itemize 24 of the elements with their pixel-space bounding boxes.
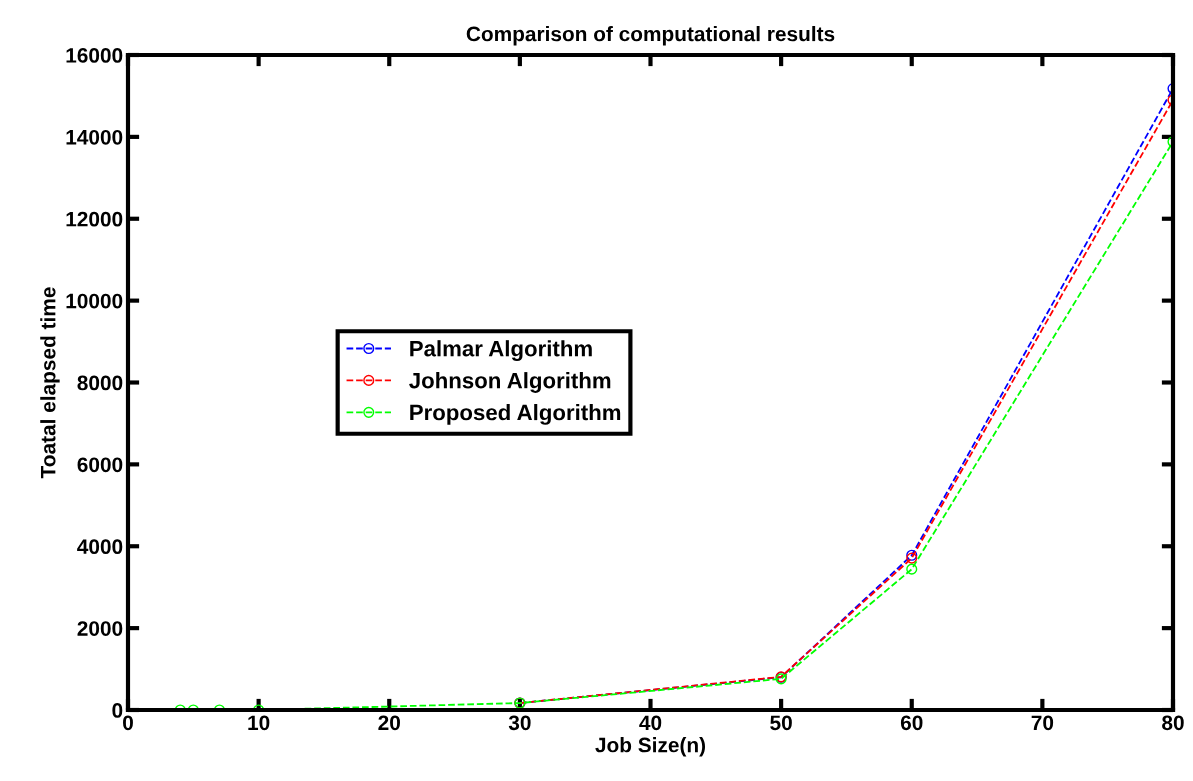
x-tick-label: 70 bbox=[1031, 715, 1054, 731]
x-axis-title: Job Size(n) bbox=[595, 737, 706, 757]
legend-label: Palmar Algorithm bbox=[410, 340, 592, 361]
y-tick-label: 12000 bbox=[66, 211, 123, 227]
y-tick-label: 10000 bbox=[66, 293, 123, 309]
x-tick-label: 50 bbox=[770, 715, 792, 731]
y-tick-label: 14000 bbox=[66, 129, 123, 145]
chart-title: Comparison of computational results bbox=[466, 26, 835, 46]
x-tick-label: 30 bbox=[508, 715, 531, 731]
y-tick-label: 2000 bbox=[77, 621, 123, 636]
y-axis-title: Toatal elapsed time bbox=[40, 287, 60, 479]
x-tick-label: 80 bbox=[1162, 715, 1184, 731]
y-tick-label: 16000 bbox=[66, 48, 123, 63]
y-tick-label: 0 bbox=[112, 703, 123, 718]
y-tick-label: 8000 bbox=[77, 375, 123, 391]
x-tick-label: 40 bbox=[639, 715, 662, 731]
legend-label: Proposed Algorithm bbox=[410, 404, 621, 425]
y-tick-label: 4000 bbox=[77, 539, 123, 554]
x-tick-label: 20 bbox=[378, 715, 400, 731]
y-tick-label: 6000 bbox=[77, 457, 123, 473]
x-tick-label: 0 bbox=[123, 715, 133, 731]
legend-label: Johnson Algorithm bbox=[409, 372, 611, 393]
x-tick-label: 10 bbox=[248, 715, 270, 731]
x-tick-label: 60 bbox=[900, 715, 923, 731]
